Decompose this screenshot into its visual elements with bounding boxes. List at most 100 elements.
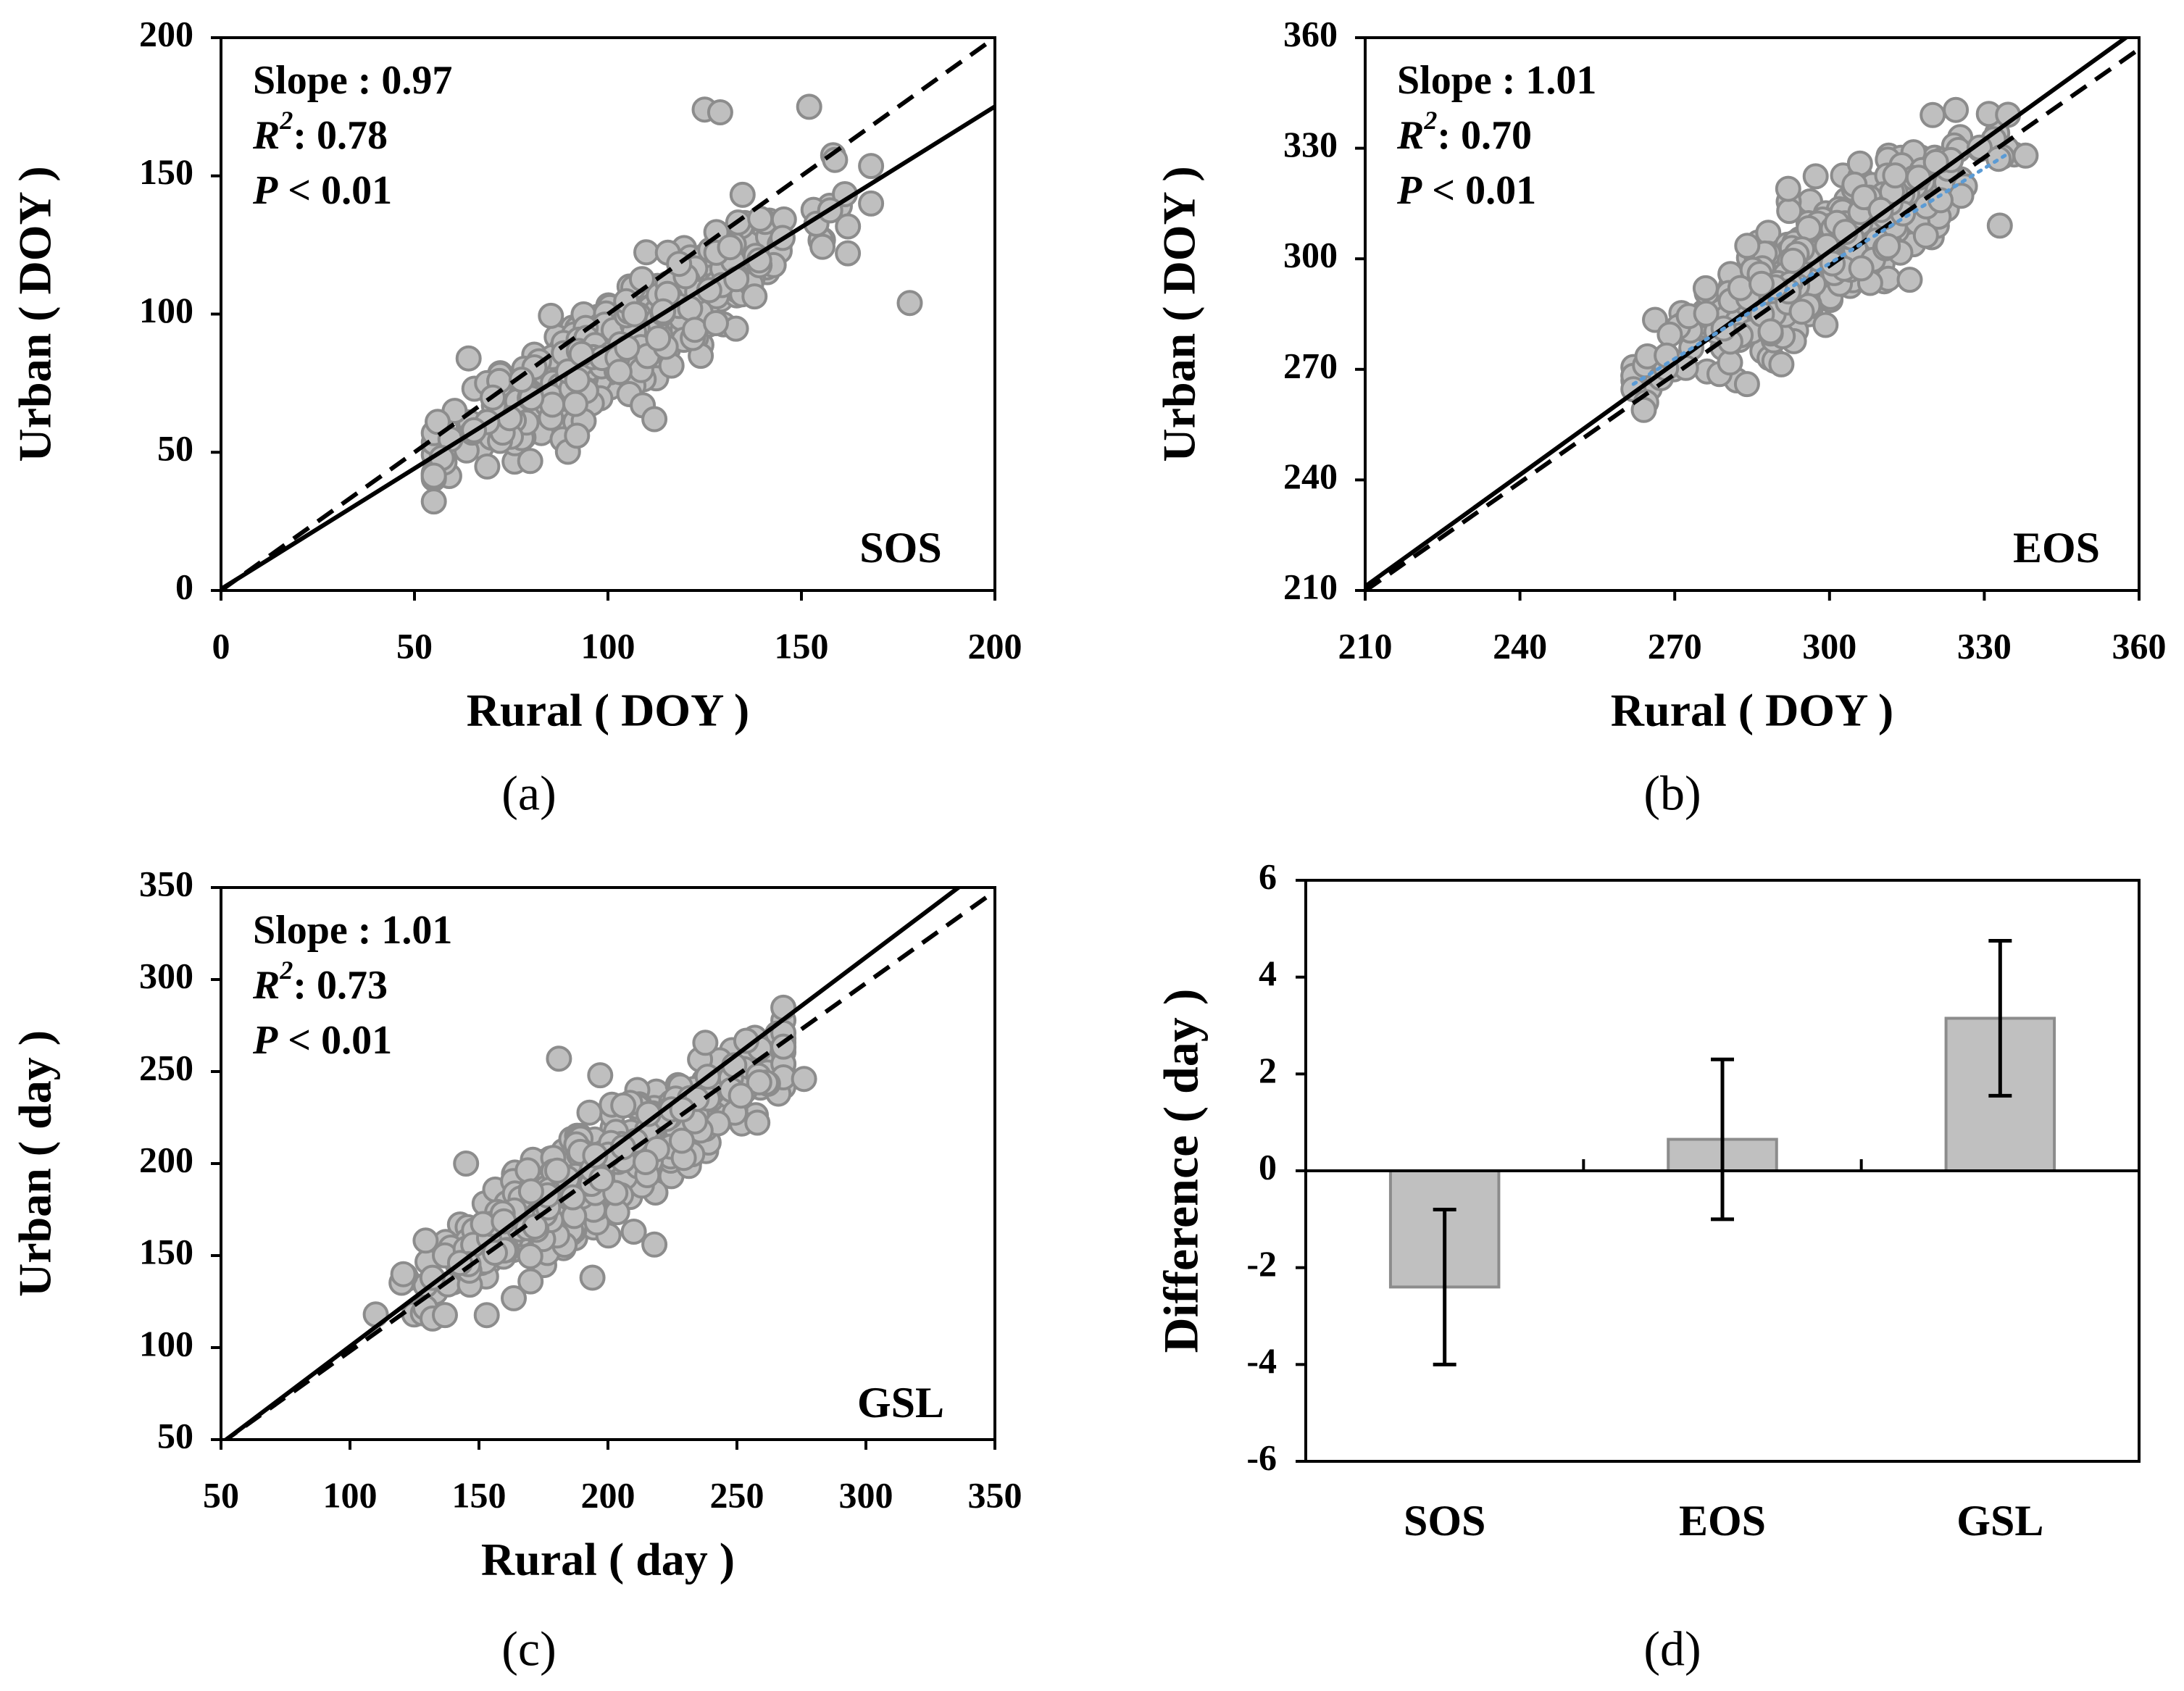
y-axis-label: Urban ( DOY ) (9, 166, 61, 462)
scatter-point (1896, 267, 1923, 293)
x-tick-label: 100 (323, 1474, 378, 1515)
y-tick-label: 0 (175, 566, 193, 606)
scatter-point (453, 1151, 480, 1177)
scatter-point (564, 422, 591, 449)
scatter-point (620, 1219, 647, 1245)
x-tick-label: 210 (1338, 625, 1393, 666)
slope-stat: Slope : 1.01 (253, 908, 452, 953)
scatter-point (1812, 312, 1839, 338)
scatter-point (420, 462, 447, 489)
scatter-point (1802, 163, 1829, 190)
scatter-point (641, 1231, 668, 1258)
scatter-point (606, 359, 633, 385)
y-tick-label: 350 (139, 863, 193, 903)
scatter-point (1775, 175, 1801, 202)
scatter-point (514, 1157, 541, 1184)
r2-superscript: 2 (1423, 106, 1437, 135)
panel-label: (c) (501, 1621, 556, 1677)
x-axis-label: Rural ( DOY ) (1611, 685, 1893, 736)
scatter-point (1734, 233, 1761, 259)
scatter-point (546, 1045, 572, 1072)
reference-line-dashed (1365, 47, 2139, 590)
y-tick-label: -4 (1246, 1340, 1277, 1381)
y-tick-label: 250 (139, 1047, 193, 1087)
scatter-point (747, 205, 774, 232)
scatter-points (362, 994, 817, 1332)
y-tick-label: 150 (139, 1231, 193, 1272)
x-axis-label: Rural ( DOY ) (467, 685, 749, 736)
y-axis-label: Difference ( day ) (1154, 989, 1209, 1353)
panel-label: (a) (501, 766, 556, 821)
x-tick-label: 250 (710, 1474, 764, 1515)
scatter-point (1693, 300, 1720, 327)
p-value: < 0.01 (1422, 168, 1536, 213)
r2-stat: R2: 0.70 (1396, 106, 1532, 158)
y-tick-label: 200 (139, 13, 193, 54)
y-tick-label: 150 (139, 151, 193, 192)
scatter-point (707, 99, 733, 125)
x-tick-label: 50 (396, 625, 433, 666)
scatter-point (645, 325, 672, 351)
scatter-point (474, 453, 501, 480)
y-tick-label: 6 (1259, 856, 1277, 896)
r2-symbol: R (1396, 113, 1424, 158)
scatter-point (1692, 275, 1719, 301)
scatter-point (582, 1142, 609, 1169)
panel-d-bar-chart: SOS EOS GSL -6 -4 -2 0 2 4 6 Difference ( day ) (d) (1154, 856, 2141, 1677)
x-tick-label: 270 (1648, 625, 1702, 666)
fit-lines (1365, 38, 2139, 590)
scatter-point (796, 93, 822, 120)
fit-lines (222, 888, 995, 1440)
fit-lines (221, 38, 995, 590)
x-tick-label: 50 (203, 1474, 239, 1515)
p-stat: P < 0.01 (1396, 168, 1536, 213)
r2-symbol: R (252, 113, 280, 158)
scatter-point (412, 1227, 439, 1254)
y-tick-label: 360 (1283, 13, 1338, 54)
y-tick-label: 4 (1259, 953, 1277, 993)
r2-value: : 0.70 (1437, 113, 1532, 158)
y-tick-label: 100 (139, 290, 193, 330)
r2-superscript: 2 (279, 956, 293, 985)
scatter-point (562, 391, 588, 417)
scatter-point (633, 1149, 659, 1175)
scatter-point (1768, 351, 1795, 377)
scatter-point (1920, 101, 1946, 128)
r2-symbol: R (252, 963, 280, 1008)
scatter-point (858, 190, 885, 217)
p-stat: P < 0.01 (252, 1018, 392, 1063)
regression-line-solid (222, 888, 962, 1440)
scatter-point (1733, 371, 1760, 398)
x-tick-label: 0 (212, 625, 230, 666)
scatter-point (420, 488, 447, 515)
scatter-point (517, 1243, 543, 1269)
panel-tag: SOS (859, 524, 941, 572)
scatter-point (1875, 233, 1901, 259)
x-tick-label: 360 (2112, 625, 2167, 666)
panel-b-scatter: 210 240 270 300 330 360 210 240 270 300 330 360 Rura… (1154, 13, 2167, 820)
reference-line-dashed (222, 889, 995, 1440)
scatter-point (432, 1302, 458, 1329)
scatter-point (559, 1184, 586, 1211)
scatter-point (1757, 318, 1784, 345)
r2-stat: R2: 0.78 (252, 106, 388, 158)
scatter-point (501, 1285, 527, 1311)
scatter-point (835, 213, 862, 240)
scatter-point (579, 1264, 606, 1291)
scatter-point (610, 1092, 637, 1119)
scatter-point (482, 1240, 508, 1266)
x-tick-label: 200 (968, 625, 1022, 666)
category-label: GSL (1956, 1497, 2043, 1545)
scatter-point (576, 1099, 603, 1126)
x-tick-label: 330 (1957, 625, 2012, 666)
scatter-point (1788, 298, 1815, 325)
scatter-point (809, 233, 835, 260)
scatter-point (390, 1261, 417, 1287)
scatter-point (473, 1302, 500, 1329)
slope-stat: Slope : 0.97 (253, 58, 452, 103)
y-axis-label: Urban ( day ) (9, 1030, 61, 1297)
x-tick-label: 150 (452, 1474, 507, 1515)
scatter-point (1943, 96, 1970, 123)
scatter-point (770, 1033, 797, 1060)
